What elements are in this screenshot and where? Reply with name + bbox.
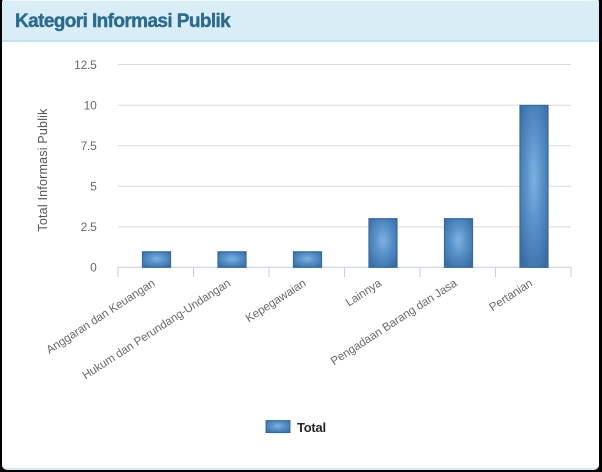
svg-text:Total Informasi Publik: Total Informasi Publik bbox=[36, 108, 50, 232]
svg-text:Kepegawaian: Kepegawaian bbox=[243, 277, 308, 326]
svg-text:Hukum dan Perundang-Undangan: Hukum dan Perundang-Undangan bbox=[80, 277, 233, 383]
svg-text:Pengadaan Barang dan Jasa: Pengadaan Barang dan Jasa bbox=[328, 276, 459, 368]
svg-text:12.5: 12.5 bbox=[74, 58, 97, 72]
svg-text:Lainnya: Lainnya bbox=[343, 276, 384, 309]
svg-text:7.5: 7.5 bbox=[81, 139, 98, 153]
svg-text:Kategori Informasi Publik: Kategori Informasi Publik bbox=[15, 11, 231, 32]
svg-text:Total: Total bbox=[297, 420, 326, 435]
svg-text:Pertanian: Pertanian bbox=[487, 277, 535, 314]
svg-text:0: 0 bbox=[90, 261, 97, 275]
svg-text:5: 5 bbox=[90, 180, 97, 194]
svg-text:2.5: 2.5 bbox=[81, 220, 98, 234]
svg-text:10: 10 bbox=[84, 99, 97, 113]
